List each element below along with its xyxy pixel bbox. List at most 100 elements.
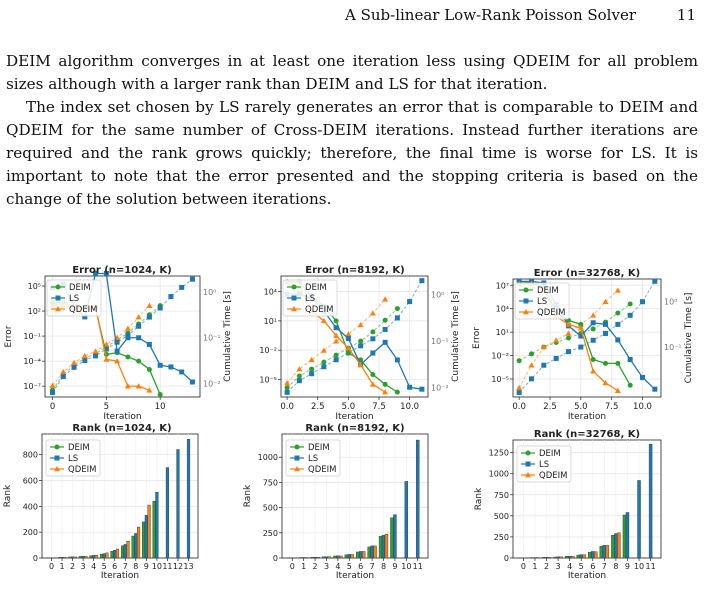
y-tick-label: 10⁴ xyxy=(496,305,509,314)
legend-marker xyxy=(294,444,300,450)
x-tick-label: 0.0 xyxy=(512,402,526,412)
time-point xyxy=(553,337,560,343)
x-tick-label: 4 xyxy=(567,562,572,571)
error-point xyxy=(333,332,340,338)
y2-tick-label: 10⁻¹ xyxy=(664,343,682,352)
chart-title: Error (n=8192, K) xyxy=(305,265,404,276)
rank-bar xyxy=(147,504,151,559)
chart-title: Rank (n=32768, K) xyxy=(534,429,640,440)
time-point xyxy=(419,278,425,284)
error-point xyxy=(136,335,142,341)
y-tick-label: 0 xyxy=(273,554,278,563)
error-point xyxy=(565,321,572,327)
error-point xyxy=(370,350,376,356)
rank-bar xyxy=(144,515,148,559)
x-tick-label: 9 xyxy=(625,562,630,571)
x-axis-label: Iteration xyxy=(101,571,139,581)
rank-bar xyxy=(611,535,615,559)
time-point xyxy=(516,389,522,395)
rank-bar xyxy=(648,444,653,559)
legend-label: DEIM xyxy=(68,443,90,453)
error-point xyxy=(394,389,400,395)
legend-marker xyxy=(291,284,297,290)
y-tick-label: 600 xyxy=(23,477,38,486)
rank-bar xyxy=(115,548,120,559)
legend-label: LS xyxy=(69,294,79,304)
paragraph: DEIM algorithm converges in at least one… xyxy=(6,52,698,93)
rank-bar xyxy=(614,533,618,559)
x-tick-label: 12 xyxy=(173,562,183,571)
time-point xyxy=(284,380,291,386)
time-point xyxy=(103,346,109,352)
error-point xyxy=(603,360,608,366)
time-point xyxy=(615,321,621,327)
chart-title: Rank (n=8192, K) xyxy=(305,423,404,434)
rank-bar xyxy=(594,551,598,559)
chart-title: Rank (n=1024, K) xyxy=(72,423,171,434)
rank-bar xyxy=(126,541,130,559)
x-tick-label: 4 xyxy=(335,562,340,571)
time-series-line xyxy=(286,280,423,393)
page-number: 11 xyxy=(676,6,696,24)
y-tick-label: 10⁻² xyxy=(491,352,509,361)
plot-frame xyxy=(41,433,199,559)
rank-bar xyxy=(152,500,156,559)
rank-bar xyxy=(336,555,340,559)
y-tick-label: 250 xyxy=(263,529,278,538)
x-axis-label: Iteration xyxy=(103,412,141,422)
time-point xyxy=(578,344,584,350)
legend-label: LS xyxy=(305,294,315,304)
time-point xyxy=(553,355,559,361)
time-point xyxy=(590,326,596,332)
x-tick-label: 5 xyxy=(104,402,109,412)
rank-bar xyxy=(84,556,88,559)
x-tick-label: 7 xyxy=(370,562,375,571)
x-tick-label: 2 xyxy=(544,562,549,571)
time-point xyxy=(308,356,315,363)
rank-bar xyxy=(541,557,546,559)
y2-axis-label: Cumulative Time [s] xyxy=(223,291,233,382)
legend-marker xyxy=(525,461,531,467)
y-tick-label: 800 xyxy=(23,451,38,460)
rank-bar xyxy=(605,545,610,559)
time-point xyxy=(60,368,67,375)
time-point xyxy=(321,359,327,365)
legend-label: LS xyxy=(308,454,318,464)
y-tick-label: 10² xyxy=(28,307,41,316)
y-tick-label: 0 xyxy=(33,554,38,563)
time-point xyxy=(615,310,621,316)
time-series-line xyxy=(286,308,398,389)
x-tick-label: 0 xyxy=(290,562,295,571)
time-point xyxy=(394,315,400,321)
rank-bar xyxy=(591,551,595,559)
rank-bar xyxy=(416,439,420,559)
rank-bar xyxy=(327,556,332,559)
time-point xyxy=(382,317,388,323)
y2-tick-label: 10⁻² xyxy=(431,384,449,393)
rank-bar xyxy=(68,556,72,559)
error-point xyxy=(603,321,608,327)
x-axis-label: Iteration xyxy=(568,571,606,581)
plot-frame xyxy=(512,278,662,398)
x-tick-label: 5.0 xyxy=(342,402,356,412)
rank-bar xyxy=(588,551,592,559)
time-point xyxy=(179,284,185,290)
error-point xyxy=(168,364,174,370)
error-point xyxy=(394,357,400,363)
time-point xyxy=(529,351,534,357)
error-point xyxy=(125,335,131,341)
rank-bar xyxy=(559,556,563,559)
rank-bar xyxy=(301,557,306,559)
time-point xyxy=(566,349,571,355)
time-point xyxy=(407,299,413,305)
x-tick-label: 2.5 xyxy=(311,402,325,412)
time-point xyxy=(382,327,388,333)
legend-marker xyxy=(294,466,300,472)
time-point xyxy=(516,358,522,364)
legend-box xyxy=(516,445,572,483)
rank-bar xyxy=(547,557,552,559)
error-point xyxy=(103,356,110,362)
plot-frame xyxy=(44,275,201,398)
x-axis-label: Iteration xyxy=(336,571,374,581)
